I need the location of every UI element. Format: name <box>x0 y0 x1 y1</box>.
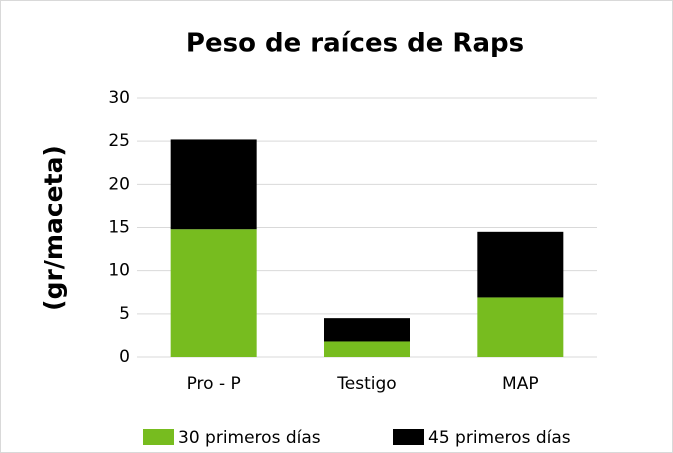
y-tick-label: 30 <box>108 88 130 108</box>
bar-segment <box>324 341 410 357</box>
y-axis-label: (gr/maceta) <box>39 145 68 311</box>
y-tick-label: 10 <box>108 261 130 281</box>
chart-title: Peso de raíces de Raps <box>186 29 524 59</box>
x-tick-label: MAP <box>502 374 539 394</box>
x-tick-label: Pro - P <box>187 374 241 394</box>
y-tick-label: 5 <box>119 304 130 324</box>
x-tick-label: Testigo <box>336 374 396 394</box>
y-tick-label: 15 <box>108 218 130 238</box>
bar-segment <box>477 297 564 357</box>
legend-swatch <box>143 429 174 445</box>
y-tick-label: 25 <box>108 131 130 151</box>
legend-swatch <box>393 429 424 445</box>
y-tick-label: 0 <box>119 347 130 367</box>
legend-label: 45 primeros días <box>428 428 571 448</box>
bar-segment <box>170 139 257 230</box>
legend-label: 30 primeros días <box>178 428 321 448</box>
bar-segment <box>477 231 564 298</box>
y-tick-label: 20 <box>108 174 130 194</box>
bar-segment <box>324 318 410 342</box>
bar-segment <box>170 229 257 357</box>
